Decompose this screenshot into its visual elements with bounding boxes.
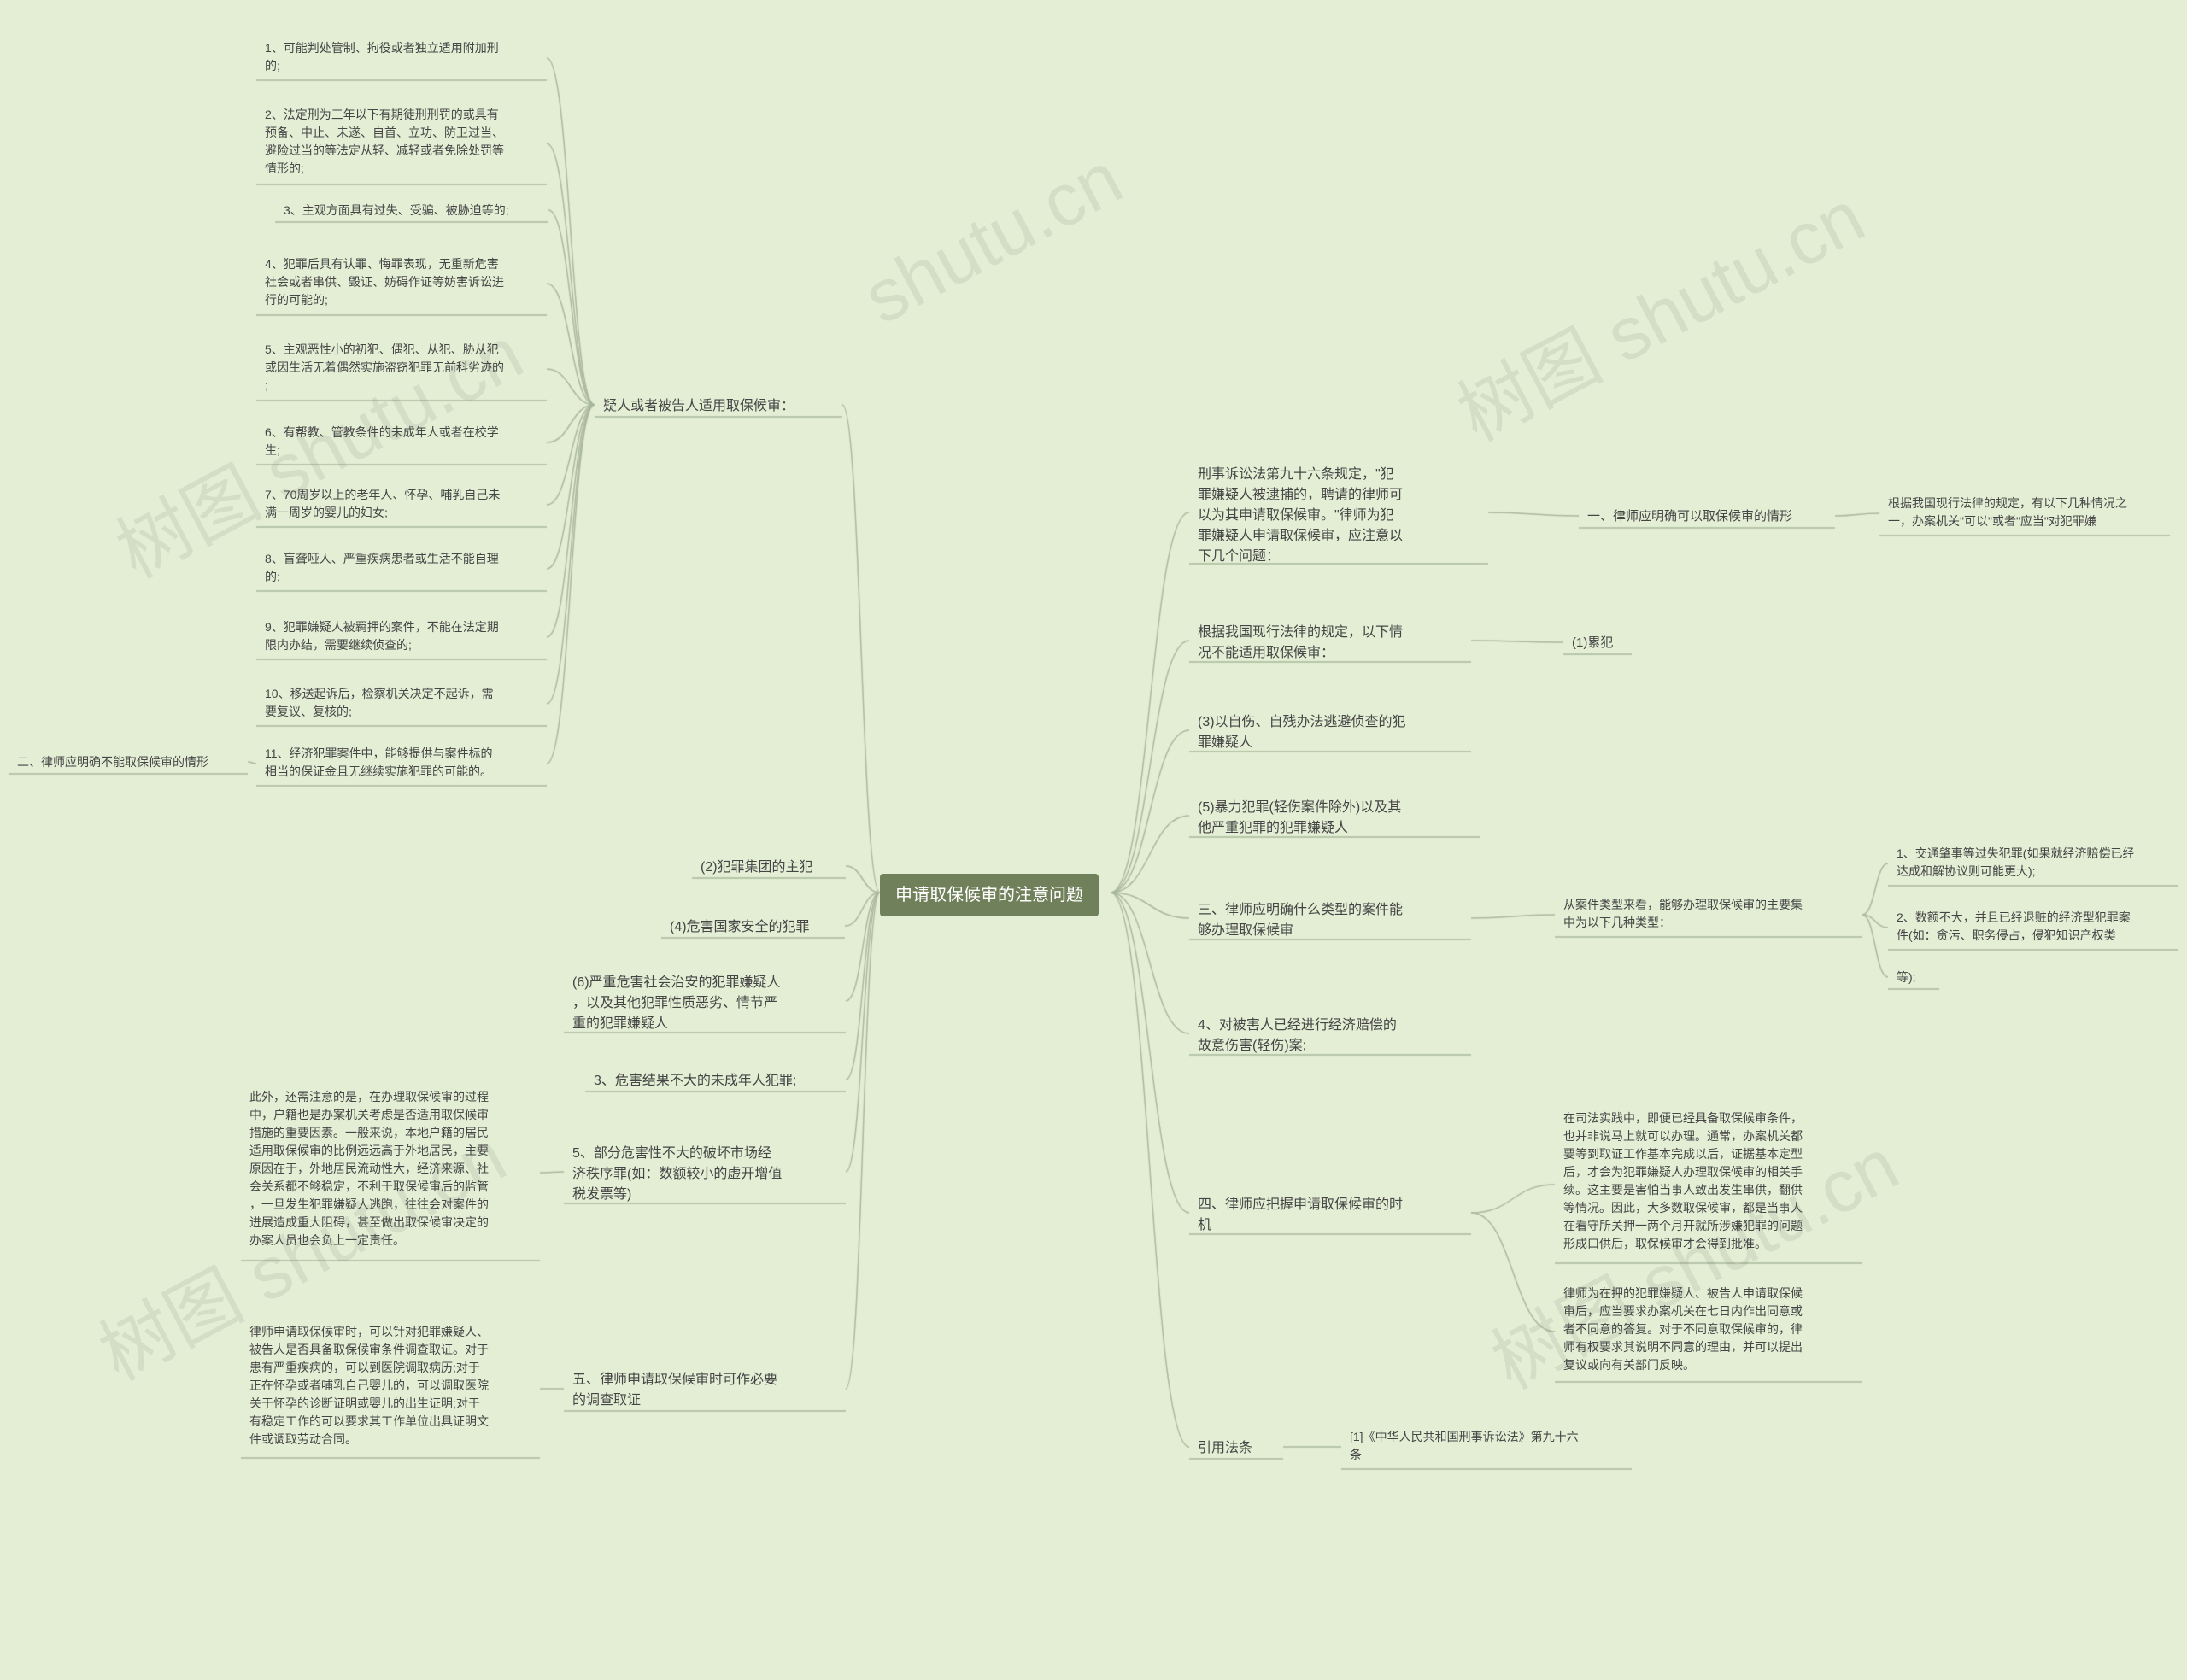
mm-node: 3、危害结果不大的未成年人犯罪;	[585, 1068, 846, 1095]
mm-node: 根据我国现行法律的规定，以下情况不能适用取保候审：	[1189, 619, 1471, 667]
mm-node: 4、犯罪后具有认罪、悔罪表现，无重新危害社会或者串供、毁证、妨碍作证等妨害诉讼进…	[256, 252, 547, 313]
mm-node: 5、主观恶性小的初犯、偶犯、从犯、胁从犯或因生活无着偶然实施盗窃犯罪无前科劣迹的…	[256, 337, 547, 398]
mm-node: 11、经济犯罪案件中，能够提供与案件标的相当的保证金且无继续实施犯罪的可能的。	[256, 741, 547, 784]
mm-node: 从案件类型来看，能够办理取保候审的主要集中为以下几种类型：	[1555, 893, 1862, 935]
mm-node: 疑人或者被告人适用取保候审：	[595, 393, 842, 420]
mm-node: 律师为在押的犯罪嫌疑人、被告人申请取保候审后，应当要求办案机关在七日内作出同意或…	[1555, 1281, 1862, 1378]
mm-node: 一、律师应明确可以取保候审的情形	[1579, 504, 1835, 530]
mm-node: 二、律师应明确不能取保候审的情形	[9, 750, 248, 775]
mm-node: (1)累犯	[1563, 630, 1632, 657]
mm-node: 四、律师应把握申请取保候审的时机	[1189, 1191, 1471, 1239]
mm-node: 1、交通肇事等过失犯罪(如果就经济赔偿已经达成和解协议则可能更大);	[1888, 841, 2178, 884]
mm-node: 5、部分危害性不大的破坏市场经济秩序罪(如：数额较小的虚开增值税发票等)	[564, 1140, 846, 1209]
mm-node: 刑事诉讼法第九十六条规定，"犯罪嫌疑人被逮捕的，聘请的律师可以为其申请取保候审。…	[1189, 461, 1488, 571]
mm-node: 三、律师应明确什么类型的案件能够办理取保候审	[1189, 897, 1471, 945]
mm-node: 引用法条	[1189, 1435, 1283, 1462]
mm-node: 五、律师申请取保候审时可作必要的调查取证	[564, 1367, 846, 1414]
mm-node: 3、主观方面具有过失、受骗、被胁迫等的;	[275, 198, 548, 223]
mm-node: 8、盲聋哑人、严重疾病患者或生活不能自理的;	[256, 547, 547, 589]
mm-node: 4、对被害人已经进行经济赔偿的故意伤害(轻伤)案;	[1189, 1012, 1471, 1060]
mm-node: 6、有帮教、管教条件的未成年人或者在校学生;	[256, 420, 547, 463]
mm-node: 律师申请取保候审时，可以针对犯罪嫌疑人、被告人是否具备取保候审条件调查取证。对于…	[241, 1320, 540, 1452]
mm-node: 此外，还需注意的是，在办理取保候审的过程中，户籍也是办案机关考虑是否适用取保候审…	[241, 1085, 540, 1253]
mm-node: 7、70周岁以上的老年人、怀孕、哺乳自己未满一周岁的婴儿的妇女;	[256, 483, 547, 525]
mm-node: [1]《中华人民共和国刑事诉讼法》第九十六条	[1341, 1425, 1632, 1467]
mm-node: (2)犯罪集团的主犯	[692, 854, 846, 881]
mm-node: 10、移送起诉后，检察机关决定不起诉，需要复议、复核的;	[256, 682, 547, 724]
mm-node: 等);	[1888, 965, 1939, 990]
mm-node: 在司法实践中，即便已经具备取保候审条件，也并非说马上就可以办理。通常，办案机关都…	[1555, 1106, 1862, 1256]
mm-node: 1、可能判处管制、拘役或者独立适用附加刑的;	[256, 36, 547, 79]
root-node: 申请取保候审的注意问题	[880, 874, 1099, 916]
mm-node: 根据我国现行法律的规定，有以下几种情况之一，办案机关"可以"或者"应当"对犯罪嫌	[1879, 491, 2170, 534]
mm-node: (6)严重危害社会治安的犯罪嫌疑人，以及其他犯罪性质恶劣、情节严重的犯罪嫌疑人	[564, 969, 846, 1038]
mm-node: 9、犯罪嫌疑人被羁押的案件，不能在法定期限内办结，需要继续侦查的;	[256, 615, 547, 658]
mm-node: 2、法定刑为三年以下有期徒刑刑罚的或具有预备、中止、未遂、自首、立功、防卫过当、…	[256, 102, 547, 181]
mm-node: (5)暴力犯罪(轻伤案件除外)以及其他严重犯罪的犯罪嫌疑人	[1189, 794, 1480, 842]
mm-node: 2、数额不大，并且已经退赃的经济型犯罪案件(如：贪污、职务侵占，侵犯知识产权类	[1888, 905, 2178, 948]
mm-node: (4)危害国家安全的犯罪	[661, 914, 845, 941]
mm-node: (3)以自伤、自残办法逃避侦查的犯罪嫌疑人	[1189, 709, 1471, 757]
